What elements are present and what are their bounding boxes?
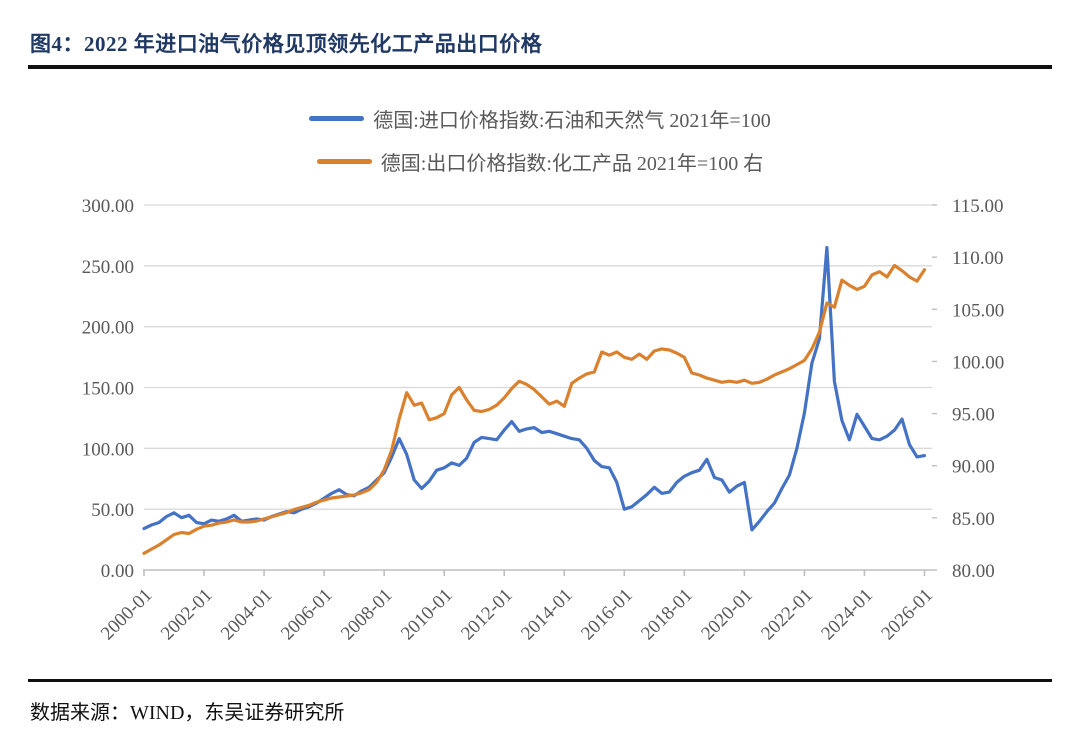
- left-axis-tick-label: 150.00: [82, 379, 134, 400]
- export-price-line: [142, 263, 927, 555]
- right-axis-tick-label: 100.00: [952, 352, 1004, 373]
- figure-title: 图4：2022 年进口油气价格见顶领先化工产品出口价格: [30, 32, 543, 56]
- left-axis-tick-label: 100.00: [82, 439, 134, 460]
- left-axis-tick-label: 200.00: [82, 318, 134, 339]
- x-axis-tick-labels: 2000-01 2002-01 2004-01 2006-01 2008-01 2010-…: [97, 585, 937, 645]
- x-axis-tick-label: 2012-01: [457, 585, 517, 645]
- data-source-note: 数据来源：WIND，东吴证券研究所: [30, 702, 345, 724]
- left-axis-tick-label: 50.00: [91, 500, 134, 521]
- chart-legend: 德国:进口价格指数:石油和天然气 2021年=100 德国:出口价格指数:化工产…: [0, 104, 1080, 176]
- right-axis-tick-label: 110.00: [952, 248, 1004, 269]
- x-axis: [143, 569, 932, 576]
- gridlines: [144, 204, 932, 510]
- right-axis-tick-label: 85.00: [952, 509, 995, 530]
- left-axis-tick-label: 250.00: [82, 257, 134, 278]
- x-axis-tick-label: 2016-01: [577, 585, 637, 645]
- right-axis-labels: 115.00 110.00 105.00 100.00 95.00 90.00 85.00 8…: [932, 196, 1004, 582]
- x-axis-tick-label: 2014-01: [517, 585, 577, 645]
- right-axis-tick-label: 80.00: [952, 561, 995, 582]
- x-axis-tick-label: 2000-01: [97, 585, 157, 645]
- title-divider: [28, 65, 1052, 69]
- right-axis-tick-label: 95.00: [952, 405, 995, 426]
- right-axis-tick-label: 105.00: [952, 300, 1004, 321]
- x-axis-tick-label: 2018-01: [637, 585, 697, 645]
- x-axis-tick-label: 2020-01: [697, 585, 757, 645]
- legend-item-export: 德国:出口价格指数:化工产品 2021年=100 右: [316, 147, 764, 176]
- x-axis-tick-label: 2008-01: [337, 585, 397, 645]
- x-axis-tick-label: 2010-01: [397, 585, 457, 645]
- left-axis-labels: 300.00 250.00 200.00 150.00 100.00 50.00 0.00: [82, 196, 134, 582]
- x-axis-tick-label: 2006-01: [277, 585, 337, 645]
- export-series-swatch: [316, 159, 372, 164]
- legend-item-import: 德国:进口价格指数:石油和天然气 2021年=100: [309, 104, 771, 133]
- legend-label-export: 德国:出口价格指数:化工产品 2021年=100 右: [380, 153, 764, 175]
- left-axis-tick-label: 300.00: [82, 196, 134, 217]
- import-series-swatch: [309, 116, 365, 121]
- x-axis-tick-label: 2002-01: [157, 585, 217, 645]
- left-axis-tick-label: 0.00: [101, 561, 134, 582]
- right-axis-tick-label: 90.00: [952, 457, 995, 478]
- right-axis-tick-label: 115.00: [952, 196, 1004, 217]
- x-axis-tick-label: 2022-01: [757, 585, 817, 645]
- footer-divider: [28, 679, 1052, 682]
- legend-label-import: 德国:进口价格指数:石油和天然气 2021年=100: [373, 110, 771, 132]
- x-axis-tick-label: 2024-01: [817, 585, 877, 645]
- x-axis-tick-label: 2026-01: [877, 585, 937, 645]
- x-axis-tick-label: 2004-01: [217, 585, 277, 645]
